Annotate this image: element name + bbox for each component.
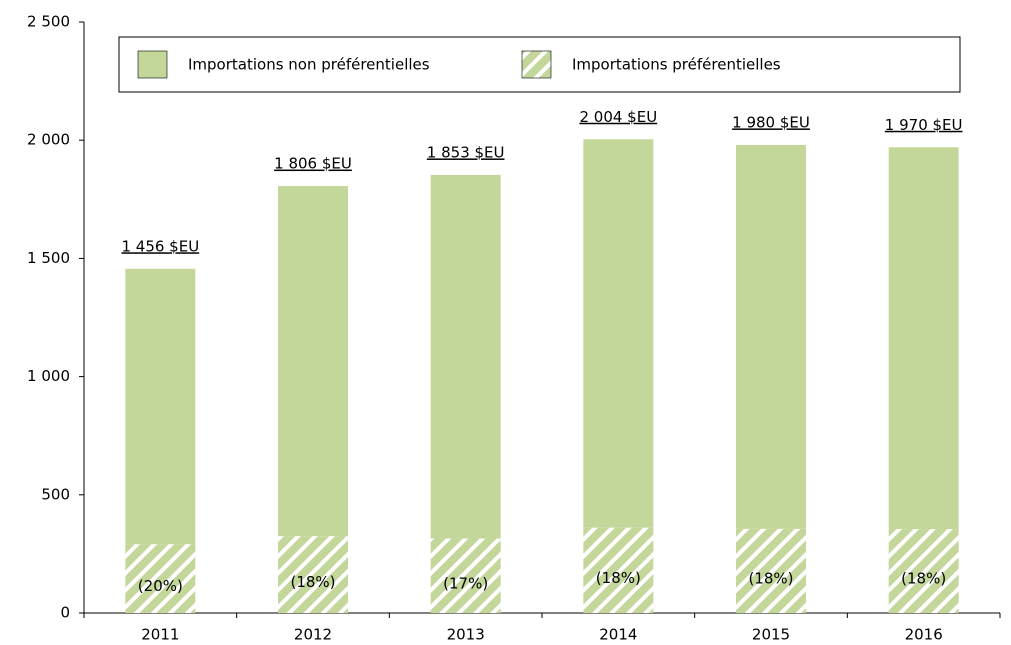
y-tick-label: 0: [60, 604, 70, 622]
y-tick-label: 2 000: [27, 131, 70, 149]
bar-segment: [125, 268, 196, 545]
share-label: (18%): [748, 569, 793, 587]
y-tick-label: 500: [41, 485, 70, 503]
total-label: 1 806 $EU: [274, 155, 352, 173]
share-label: (20%): [138, 577, 183, 595]
bar-segment: [583, 527, 654, 613]
bar-segment: [888, 529, 959, 613]
total-label: 2 004 $EU: [579, 108, 657, 126]
legend-label: Importations préférentielles: [572, 56, 781, 74]
bar-segment: [278, 536, 348, 613]
y-tick-label: 2 500: [27, 13, 70, 31]
bar-segment: [125, 544, 196, 613]
bar-segment: [278, 186, 348, 537]
bar-segment: [430, 538, 501, 613]
legend-swatch: [137, 50, 168, 79]
total-label: 1 456 $EU: [121, 237, 199, 255]
x-tick-label: 2016: [905, 626, 943, 644]
x-tick-label: 2015: [752, 626, 790, 644]
y-tick-label: 1 000: [27, 367, 70, 385]
total-label: 1 980 $EU: [732, 113, 810, 131]
x-tick-label: 2013: [447, 626, 485, 644]
x-tick-label: 2014: [599, 626, 637, 644]
share-label: (17%): [443, 574, 488, 592]
share-label: (18%): [596, 569, 641, 587]
legend-swatch: [521, 50, 552, 79]
bar-segment: [430, 174, 501, 539]
bar-segment: [583, 139, 654, 528]
y-tick-label: 1 500: [27, 249, 70, 267]
total-label: 1 853 $EU: [427, 143, 505, 161]
bar-segment: [736, 528, 806, 613]
x-tick-label: 2011: [141, 626, 179, 644]
share-label: (18%): [290, 573, 335, 591]
bar-segment: [888, 147, 959, 530]
share-label: (18%): [901, 570, 946, 588]
bar-segment: [736, 144, 806, 529]
legend-label: Importations non préférentielles: [188, 56, 430, 74]
total-label: 1 970 $EU: [885, 116, 963, 134]
x-tick-label: 2012: [294, 626, 332, 644]
